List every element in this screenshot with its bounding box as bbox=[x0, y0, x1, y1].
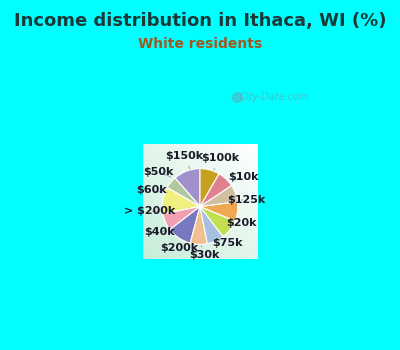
Text: $40k: $40k bbox=[144, 227, 175, 237]
Text: $30k: $30k bbox=[190, 245, 220, 260]
Text: $100k: $100k bbox=[202, 153, 240, 170]
Text: $60k: $60k bbox=[136, 186, 167, 195]
Wedge shape bbox=[190, 206, 207, 244]
Wedge shape bbox=[162, 188, 200, 214]
Wedge shape bbox=[170, 206, 200, 243]
Wedge shape bbox=[167, 178, 200, 206]
Wedge shape bbox=[163, 206, 200, 230]
Wedge shape bbox=[200, 174, 232, 206]
Text: Income distribution in Ithaca, WI (%): Income distribution in Ithaca, WI (%) bbox=[14, 12, 386, 30]
Text: $10k: $10k bbox=[228, 172, 259, 182]
Wedge shape bbox=[200, 169, 219, 206]
Wedge shape bbox=[200, 202, 238, 221]
Text: $50k: $50k bbox=[144, 167, 174, 177]
Text: $75k: $75k bbox=[212, 238, 243, 248]
Text: $150k: $150k bbox=[165, 151, 203, 169]
Wedge shape bbox=[175, 169, 200, 206]
Text: $125k: $125k bbox=[227, 195, 265, 205]
Wedge shape bbox=[200, 206, 223, 244]
Text: City-Data.com: City-Data.com bbox=[240, 92, 310, 103]
Wedge shape bbox=[200, 206, 235, 237]
Text: White residents: White residents bbox=[138, 37, 262, 51]
Text: $200k: $200k bbox=[160, 243, 198, 253]
Wedge shape bbox=[200, 186, 238, 206]
Text: $20k: $20k bbox=[226, 218, 256, 228]
Text: > $200k: > $200k bbox=[124, 206, 175, 216]
